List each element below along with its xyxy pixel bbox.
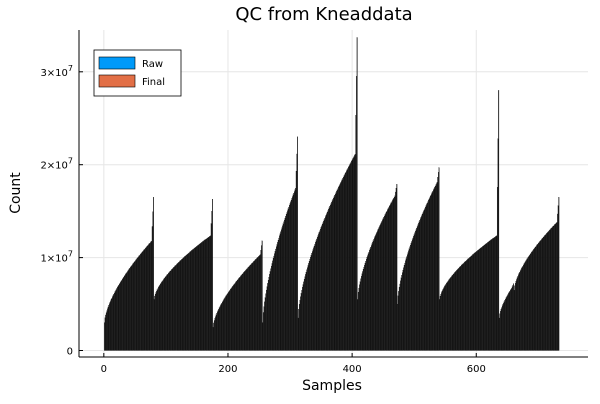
bar-raw <box>498 90 500 351</box>
legend-label-raw: Raw <box>142 59 163 70</box>
bar-raw <box>396 184 398 351</box>
x-ticks: 0 200 400 600 <box>101 353 486 375</box>
x-tick-label: 400 <box>343 364 362 375</box>
legend-label-final: Final <box>142 77 165 88</box>
y-tick-mantissa: 3×10 <box>40 68 67 79</box>
y-tick-exponent: 7 <box>68 64 73 73</box>
x-tick-label: 600 <box>467 364 486 375</box>
legend: Raw Final <box>93 49 182 97</box>
y-tick-mantissa: 1×10 <box>40 254 67 265</box>
bar-raw <box>356 37 358 351</box>
bar-raw <box>438 167 440 351</box>
y-axis-label: Count <box>8 172 24 214</box>
bar-raw <box>153 197 154 351</box>
legend-swatch-raw <box>98 56 136 70</box>
x-axis-label: Samples <box>302 378 362 394</box>
legend-swatch-final <box>98 74 136 88</box>
bar-raw <box>297 136 298 351</box>
y-tick-exponent: 7 <box>68 250 73 259</box>
y-tick-label: 2×107 <box>40 157 73 172</box>
bar-raw <box>212 198 213 351</box>
y-tick-label: 0 <box>67 346 73 357</box>
x-tick-label: 200 <box>218 364 237 375</box>
bar-raw <box>261 240 263 351</box>
bar-raw <box>558 197 560 351</box>
y-tick-label: 3×107 <box>40 64 73 79</box>
y-tick-mantissa: 2×10 <box>40 161 67 172</box>
x-tick-label: 0 <box>101 364 107 375</box>
y-tick-label: 1×107 <box>40 250 73 265</box>
y-tick-exponent: 7 <box>68 157 73 166</box>
bars <box>104 37 560 351</box>
chart-title: QC from Kneaddata <box>235 4 412 25</box>
